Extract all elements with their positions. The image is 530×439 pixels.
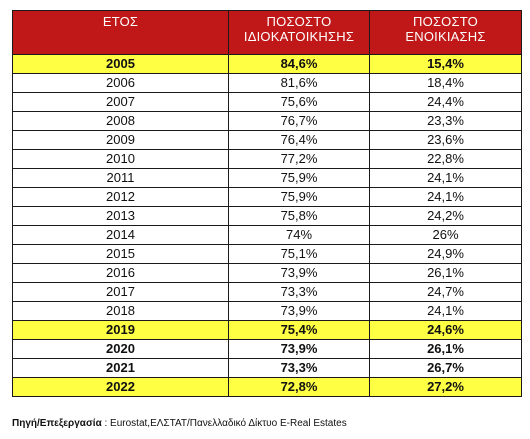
cell-rent: 26% bbox=[369, 225, 522, 245]
header-rent: ΠΟΣΟΣΤΟ ΕΝΟΙΚΙΑΣΗΣ bbox=[369, 10, 522, 55]
table-row: 2007 75,6% 24,4% bbox=[12, 92, 522, 112]
table-row: 2010 77,2% 22,8% bbox=[12, 149, 522, 169]
cell-year: 2007 bbox=[12, 92, 229, 112]
cell-ownership: 73,3% bbox=[228, 358, 370, 378]
table-row: 2020 73,9% 26,1% bbox=[12, 339, 522, 359]
cell-ownership: 75,4% bbox=[228, 320, 370, 340]
cell-year: 2006 bbox=[12, 73, 229, 93]
cell-year: 2021 bbox=[12, 358, 229, 378]
cell-ownership: 73,9% bbox=[228, 339, 370, 359]
cell-year: 2013 bbox=[12, 206, 229, 226]
cell-rent: 24,2% bbox=[369, 206, 522, 226]
header-ownership-line: ΠΟΣΟΣΤΟ bbox=[266, 14, 332, 29]
cell-rent: 18,4% bbox=[369, 73, 522, 93]
cell-rent: 26,7% bbox=[369, 358, 522, 378]
table-row: 2016 73,9% 26,1% bbox=[12, 263, 522, 283]
cell-year: 2017 bbox=[12, 282, 229, 302]
cell-ownership: 73,3% bbox=[228, 282, 370, 302]
cell-ownership: 75,6% bbox=[228, 92, 370, 112]
table-row: 2006 81,6% 18,4% bbox=[12, 73, 522, 93]
table-row: 2012 75,9% 24,1% bbox=[12, 187, 522, 207]
cell-ownership: 76,4% bbox=[228, 130, 370, 150]
cell-rent: 23,6% bbox=[369, 130, 522, 150]
cell-rent: 26,1% bbox=[369, 339, 522, 359]
cell-rent: 26,1% bbox=[369, 263, 522, 283]
cell-rent: 24,6% bbox=[369, 320, 522, 340]
ownership-rent-table: ΕΤΟΣ ΠΟΣΟΣΤΟ ΙΔΙΟΚΑΤΟΙΚΗΣΗΣ ΠΟΣΟΣΤΟ ΕΝΟΙΚΙ… bbox=[12, 10, 522, 397]
cell-ownership: 81,6% bbox=[228, 73, 370, 93]
cell-rent: 24,1% bbox=[369, 168, 522, 188]
cell-ownership: 76,7% bbox=[228, 111, 370, 131]
cell-rent: 24,1% bbox=[369, 301, 522, 321]
header-ownership: ΠΟΣΟΣΤΟ ΙΔΙΟΚΑΤΟΙΚΗΣΗΣ bbox=[228, 10, 370, 55]
cell-rent: 15,4% bbox=[369, 54, 522, 74]
cell-year: 2009 bbox=[12, 130, 229, 150]
cell-year: 2014 bbox=[12, 225, 229, 245]
table-row: 2019 75,4% 24,6% bbox=[12, 320, 522, 340]
source-text: : Eurostat,ΕΛΣΤΑΤ/Πανελλαδικό Δίκτυο E-R… bbox=[104, 418, 347, 429]
table-row: 2014 74% 26% bbox=[12, 225, 522, 245]
table-row: 2009 76,4% 23,6% bbox=[12, 130, 522, 150]
cell-rent: 24,9% bbox=[369, 244, 522, 264]
cell-ownership: 75,9% bbox=[228, 168, 370, 188]
cell-year: 2015 bbox=[12, 244, 229, 264]
source-label: Πηγή/Επεξεργασία bbox=[12, 418, 102, 429]
source-note: Πηγή/Επεξεργασία : Eurostat,ΕΛΣΤΑΤ/Πανελ… bbox=[12, 418, 347, 429]
cell-ownership: 73,9% bbox=[228, 263, 370, 283]
cell-year: 2012 bbox=[12, 187, 229, 207]
cell-rent: 24,7% bbox=[369, 282, 522, 302]
cell-ownership: 77,2% bbox=[228, 149, 370, 169]
table-row: 2011 75,9% 24,1% bbox=[12, 168, 522, 188]
cell-year: 2019 bbox=[12, 320, 229, 340]
cell-ownership: 72,8% bbox=[228, 377, 370, 397]
cell-ownership: 73,9% bbox=[228, 301, 370, 321]
cell-year: 2016 bbox=[12, 263, 229, 283]
table-row: 2021 73,3% 26,7% bbox=[12, 358, 522, 378]
cell-ownership: 74% bbox=[228, 225, 370, 245]
cell-year: 2018 bbox=[12, 301, 229, 321]
table-body: 2005 84,6% 15,4% 2006 81,6% 18,4% 2007 75,6% 24,… bbox=[12, 54, 522, 397]
table-row: 2015 75,1% 24,9% bbox=[12, 244, 522, 264]
cell-ownership: 75,1% bbox=[228, 244, 370, 264]
cell-year: 2020 bbox=[12, 339, 229, 359]
table-row: 2018 73,9% 24,1% bbox=[12, 301, 522, 321]
header-rent-line: ΠΟΣΟΣΤΟ bbox=[413, 14, 478, 29]
cell-year: 2010 bbox=[12, 149, 229, 169]
header-year: ΕΤΟΣ bbox=[12, 10, 229, 55]
cell-rent: 23,3% bbox=[369, 111, 522, 131]
cell-year: 2008 bbox=[12, 111, 229, 131]
cell-ownership: 75,8% bbox=[228, 206, 370, 226]
cell-year: 2022 bbox=[12, 377, 229, 397]
table-row: 2022 72,8% 27,2% bbox=[12, 377, 522, 397]
cell-ownership: 75,9% bbox=[228, 187, 370, 207]
cell-year: 2011 bbox=[12, 168, 229, 188]
table-row: 2005 84,6% 15,4% bbox=[12, 54, 522, 74]
cell-rent: 27,2% bbox=[369, 377, 522, 397]
cell-year: 2005 bbox=[12, 54, 229, 74]
cell-rent: 24,4% bbox=[369, 92, 522, 112]
cell-rent: 24,1% bbox=[369, 187, 522, 207]
cell-ownership: 84,6% bbox=[228, 54, 370, 74]
header-ownership-line: ΙΔΙΟΚΑΤΟΙΚΗΣΗΣ bbox=[243, 29, 355, 44]
table-row: 2013 75,8% 24,2% bbox=[12, 206, 522, 226]
table-header-row: ΕΤΟΣ ΠΟΣΟΣΤΟ ΙΔΙΟΚΑΤΟΙΚΗΣΗΣ ΠΟΣΟΣΤΟ ΕΝΟΙΚΙ… bbox=[12, 10, 522, 55]
header-rent-line: ΕΝΟΙΚΙΑΣΗΣ bbox=[405, 29, 486, 44]
cell-rent: 22,8% bbox=[369, 149, 522, 169]
table-row: 2008 76,7% 23,3% bbox=[12, 111, 522, 131]
table-row: 2017 73,3% 24,7% bbox=[12, 282, 522, 302]
